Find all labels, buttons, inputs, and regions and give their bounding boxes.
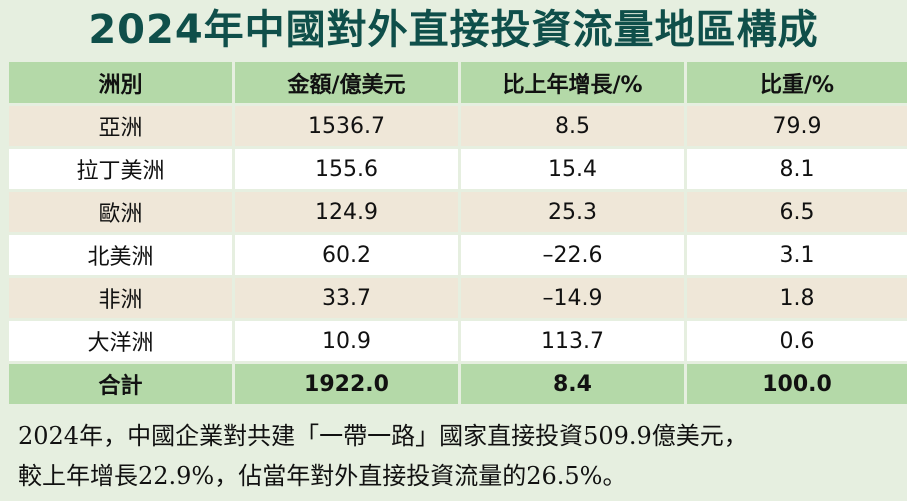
table-cell: 155.6 [235, 146, 458, 189]
table-row: 非洲 33.7 –14.9 1.8 [9, 275, 907, 318]
total-cell: 100.0 [687, 361, 907, 404]
table-cell: 33.7 [235, 275, 458, 318]
total-cell: 1922.0 [235, 361, 458, 404]
footnote-line: 2024年，中國企業對共建「一帶一路」國家直接投資509.9億美元， [18, 422, 748, 450]
table-row: 大洋洲 10.9 113.7 0.6 [9, 318, 907, 361]
table-cell: 歐洲 [9, 189, 232, 232]
table-cell: 3.1 [687, 232, 907, 275]
table-row: 歐洲 124.9 25.3 6.5 [9, 189, 907, 232]
table-cell: 15.4 [461, 146, 684, 189]
table-cell: 25.3 [461, 189, 684, 232]
footnote: 2024年，中國企業對共建「一帶一路」國家直接投資509.9億美元， 較上年增長… [18, 416, 898, 496]
column-header: 金額/億美元 [235, 62, 458, 103]
total-cell: 8.4 [461, 361, 684, 404]
table-cell: 60.2 [235, 232, 458, 275]
column-header: 比上年增長/% [461, 62, 684, 103]
table-cell: 1.8 [687, 275, 907, 318]
table-cell: 拉丁美洲 [9, 146, 232, 189]
table-cell: 北美洲 [9, 232, 232, 275]
table-row: 北美洲 60.2 –22.6 3.1 [9, 232, 907, 275]
table-row: 亞洲 1536.7 8.5 79.9 [9, 103, 907, 146]
table-cell: –22.6 [461, 232, 684, 275]
data-table: 洲別 金額/億美元 比上年增長/% 比重/% 亞洲 1536.7 8.5 79.… [6, 62, 907, 404]
table-row: 拉丁美洲 155.6 15.4 8.1 [9, 146, 907, 189]
table-cell: 亞洲 [9, 103, 232, 146]
table-cell: 10.9 [235, 318, 458, 361]
table-total-row: 合計 1922.0 8.4 100.0 [9, 361, 907, 404]
table-cell: 8.1 [687, 146, 907, 189]
table-cell: –14.9 [461, 275, 684, 318]
footnote-line: 較上年增長22.9%，佔當年對外直接投資流量的26.5%。 [18, 462, 627, 490]
table-cell: 8.5 [461, 103, 684, 146]
column-header: 比重/% [687, 62, 907, 103]
table-cell: 1536.7 [235, 103, 458, 146]
table-cell: 79.9 [687, 103, 907, 146]
table-cell: 大洋洲 [9, 318, 232, 361]
page-title: 2024年中國對外直接投資流量地區構成 [88, 7, 819, 53]
column-header: 洲別 [9, 62, 232, 103]
table-cell: 124.9 [235, 189, 458, 232]
total-cell: 合計 [9, 361, 232, 404]
table-cell: 0.6 [687, 318, 907, 361]
table-header-row: 洲別 金額/億美元 比上年增長/% 比重/% [9, 62, 907, 103]
table-cell: 非洲 [9, 275, 232, 318]
table-cell: 113.7 [461, 318, 684, 361]
table-cell: 6.5 [687, 189, 907, 232]
